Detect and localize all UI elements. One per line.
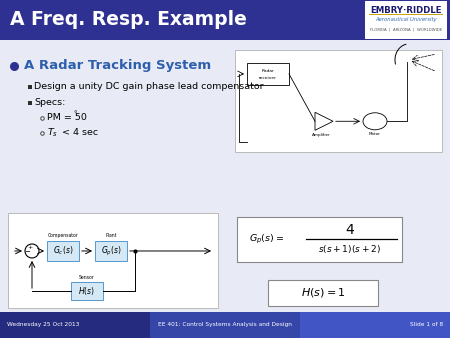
Text: A Freq. Resp. Example: A Freq. Resp. Example: [10, 10, 247, 29]
Text: $G_p(s)$: $G_p(s)$: [101, 244, 122, 258]
Bar: [369, 14, 443, 15]
Text: Compensator: Compensator: [48, 233, 78, 238]
Bar: [235, 50, 442, 152]
Text: +: +: [27, 245, 32, 250]
Text: $s(s+1)(s+2)$: $s(s+1)(s+2)$: [318, 243, 381, 256]
Text: $T_s$: $T_s$: [47, 127, 58, 139]
Text: −: −: [25, 249, 31, 256]
Text: Specs:: Specs:: [35, 98, 66, 107]
Bar: [71, 282, 103, 300]
Text: EE 401: Control Systems Analysis and Design: EE 401: Control Systems Analysis and Des…: [158, 322, 292, 328]
Bar: [150, 312, 300, 338]
Text: 4: 4: [345, 223, 354, 238]
Bar: [8, 213, 218, 308]
Text: A Radar Tracking System: A Radar Tracking System: [24, 59, 211, 72]
Text: $H(s)$: $H(s)$: [78, 285, 95, 297]
Bar: [247, 63, 289, 85]
Bar: [300, 312, 450, 338]
Text: °: °: [73, 112, 77, 117]
Bar: [28, 101, 32, 105]
Text: Radar: Radar: [261, 69, 274, 73]
Bar: [47, 241, 79, 261]
Text: $G_p(s) = $: $G_p(s) = $: [249, 233, 284, 246]
Text: Design a unity DC gain phase lead compensator: Design a unity DC gain phase lead compen…: [35, 82, 264, 91]
Text: Amplifier: Amplifier: [311, 133, 330, 137]
Text: EMBRY·RIDDLE: EMBRY·RIDDLE: [370, 6, 442, 15]
Text: PM = 50: PM = 50: [47, 113, 87, 122]
Bar: [268, 280, 378, 306]
Bar: [365, 1, 447, 39]
Bar: [237, 217, 402, 262]
Bar: [0, 312, 150, 338]
Text: $H(s) = 1$: $H(s) = 1$: [301, 287, 345, 299]
Text: Slide 1 of 8: Slide 1 of 8: [410, 322, 443, 328]
Text: < 4 sec: < 4 sec: [59, 128, 98, 137]
Bar: [0, 0, 450, 40]
Text: Sensor: Sensor: [79, 275, 95, 281]
Bar: [95, 241, 127, 261]
Text: FLORIDA  |  ARIZONA  |  WORLDWIDE: FLORIDA | ARIZONA | WORLDWIDE: [370, 27, 442, 31]
Text: Motor: Motor: [369, 132, 381, 136]
Bar: [28, 85, 32, 89]
Text: receiver: receiver: [259, 76, 277, 80]
Text: Plant: Plant: [105, 233, 117, 238]
Text: $G_c(s)$: $G_c(s)$: [53, 245, 73, 257]
Text: Aeronautical University: Aeronautical University: [375, 18, 437, 23]
Text: Wednesday 25 Oct 2013: Wednesday 25 Oct 2013: [7, 322, 79, 328]
